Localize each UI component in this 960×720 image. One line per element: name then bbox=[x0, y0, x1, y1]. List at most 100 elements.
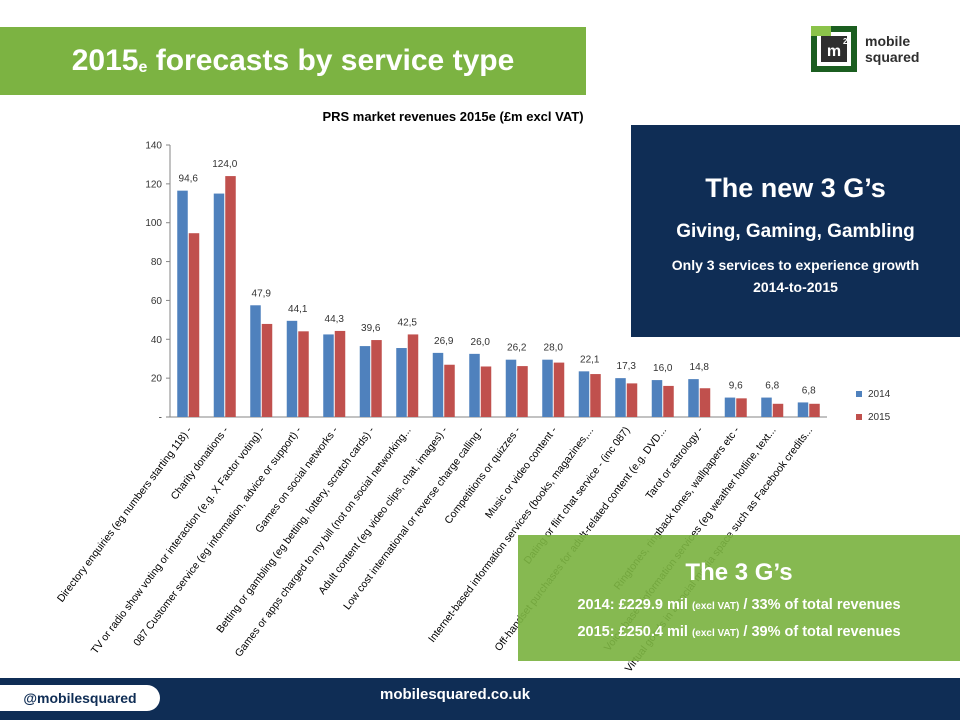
logo-square-inner bbox=[821, 36, 847, 62]
logo-superscript: 2 bbox=[843, 37, 848, 46]
bar-2014 bbox=[396, 348, 407, 417]
data-label-2015: 16,0 bbox=[653, 363, 673, 374]
legend-label-2015: 2015 bbox=[868, 412, 891, 423]
bar-2014 bbox=[323, 334, 334, 417]
data-label-2015: 22,1 bbox=[580, 354, 600, 365]
legend-swatch-2014 bbox=[856, 391, 862, 397]
summary-2015-value: 2015: £250.4 mil bbox=[577, 624, 692, 640]
title-banner: 2015e forecasts by service type bbox=[0, 27, 586, 95]
data-label-2015: 26,9 bbox=[434, 336, 454, 347]
data-labels: 94,6 124,0 47,9 44,1 44,3 39,6 42,5 26,9 26,0 26,… bbox=[179, 159, 817, 396]
data-label-2015: 44,1 bbox=[288, 304, 308, 315]
mobilesquared-logo: m 2 mobile squared bbox=[809, 22, 949, 80]
bar-2014 bbox=[286, 320, 298, 417]
bar-2014 bbox=[213, 193, 225, 417]
y-tick-label: 20 bbox=[151, 374, 163, 385]
page-title: 2015e forecasts by service type bbox=[0, 27, 586, 95]
bar-2014 bbox=[615, 378, 626, 417]
bar-2015 bbox=[261, 323, 273, 417]
summary-2014-value: 2014: £229.9 mil bbox=[577, 597, 692, 613]
bar-2015 bbox=[371, 340, 382, 417]
panel-heading: The new 3 G’s bbox=[705, 173, 886, 203]
bar-2014 bbox=[359, 346, 371, 417]
data-label-2015: 28,0 bbox=[544, 343, 564, 354]
data-label-2015: 6,8 bbox=[802, 385, 816, 396]
bar-2015 bbox=[736, 398, 747, 417]
logo-text-2: squared bbox=[865, 49, 919, 65]
bar-2014 bbox=[469, 353, 480, 417]
summary-2015-share: / 39% of total revenues bbox=[739, 624, 901, 640]
bar-2014 bbox=[724, 397, 736, 417]
data-label-2015: 17,3 bbox=[617, 361, 637, 372]
logo-accent bbox=[811, 26, 831, 36]
bar-2015 bbox=[517, 366, 528, 417]
panel-line-1: Only 3 services to experience growth bbox=[671, 257, 920, 273]
summary-line-2014: 2014: £229.9 mil (excl VAT) / 33% of tot… bbox=[518, 597, 960, 613]
bar-2015 bbox=[626, 383, 638, 417]
data-label-2015: 26,0 bbox=[471, 337, 491, 348]
title-subscript: e bbox=[138, 59, 148, 76]
bar-2015 bbox=[809, 403, 820, 417]
bar-2015 bbox=[772, 403, 784, 417]
x-category-label: Games or apps charged to my bill (not on… bbox=[233, 425, 414, 660]
bar-2015 bbox=[590, 374, 601, 417]
panel-line-2: 2014-to-2015 bbox=[753, 279, 838, 295]
panel-subheading: Giving, Gaming, Gambling bbox=[676, 221, 915, 242]
summary-2015-note: (excl VAT) bbox=[691, 628, 740, 639]
bar-2014 bbox=[505, 359, 517, 417]
data-label-2015: 14,8 bbox=[690, 362, 710, 373]
title-year: 2015 bbox=[71, 44, 139, 77]
y-tick-label: 60 bbox=[151, 296, 163, 307]
bar-2015 bbox=[407, 334, 419, 417]
summary-2014-share: / 33% of total revenues bbox=[739, 597, 901, 613]
logo-text-1: mobile bbox=[865, 33, 910, 49]
legend: 2014 2015 bbox=[856, 389, 891, 423]
y-tick-label: 100 bbox=[145, 218, 162, 229]
footer-bar bbox=[0, 678, 960, 720]
3gs-summary-panel: The 3 G’s 2014: £229.9 mil (excl VAT) / … bbox=[518, 535, 960, 661]
y-tick-label: - bbox=[159, 413, 162, 424]
chart-title: PRS market revenues 2015e (£m excl VAT) bbox=[322, 109, 583, 124]
x-category-label: TV or radio show voting or interaction (… bbox=[89, 424, 268, 656]
bar-2015 bbox=[188, 233, 200, 417]
legend-label-2014: 2014 bbox=[868, 389, 891, 400]
bar-2014 bbox=[250, 305, 261, 417]
summary-line-2015: 2015: £250.4 mil (excl VAT) / 39% of tot… bbox=[518, 624, 960, 640]
data-label-2015: 124,0 bbox=[212, 159, 237, 170]
bar-2015 bbox=[334, 330, 346, 417]
bar-2014 bbox=[761, 397, 772, 417]
logo-mark: m bbox=[827, 43, 841, 60]
x-category-label: Directory enquiries (eg numbers starting… bbox=[55, 424, 195, 604]
x-category-label: Low cost international or reverse charge… bbox=[341, 424, 487, 612]
x-category-label: 087 Customer service (eg information, ad… bbox=[131, 424, 304, 648]
data-label-2015: 9,6 bbox=[729, 381, 743, 392]
bar-2014 bbox=[177, 190, 188, 417]
bar-2015 bbox=[225, 176, 236, 417]
title-rest: forecasts by service type bbox=[147, 44, 515, 77]
y-tick-label: 120 bbox=[145, 179, 162, 190]
bar-2015 bbox=[298, 331, 309, 417]
data-label-2015: 39,6 bbox=[361, 323, 381, 334]
x-category-label: Adult content (eg video clips, chat, ima… bbox=[316, 424, 450, 597]
bars bbox=[177, 176, 820, 417]
bar-2014 bbox=[688, 379, 699, 417]
twitter-handle[interactable]: @mobilesquared bbox=[23, 690, 137, 706]
bar-2015 bbox=[663, 385, 674, 417]
data-label-2015: 47,9 bbox=[252, 288, 272, 299]
data-label-2015: 42,5 bbox=[398, 317, 418, 328]
y-tick-label: 40 bbox=[151, 335, 163, 346]
bar-2014 bbox=[432, 352, 444, 417]
y-axis: - 20 40 60 80 100 120 140 bbox=[145, 141, 827, 424]
website-link[interactable]: mobilesquared.co.uk bbox=[380, 686, 531, 703]
y-tick-label: 140 bbox=[145, 141, 162, 152]
bar-2014 bbox=[651, 380, 663, 417]
data-label-2015: 44,3 bbox=[325, 314, 345, 325]
twitter-handle-pill[interactable]: @mobilesquared bbox=[0, 685, 160, 711]
summary-heading: The 3 G’s bbox=[685, 559, 793, 586]
bar-2014 bbox=[578, 371, 590, 417]
bar-2015 bbox=[699, 388, 711, 417]
bar-2015 bbox=[444, 364, 455, 417]
summary-2014-note: (excl VAT) bbox=[691, 601, 740, 612]
y-tick-label: 80 bbox=[151, 257, 163, 268]
data-label-2015: 6,8 bbox=[765, 381, 779, 392]
